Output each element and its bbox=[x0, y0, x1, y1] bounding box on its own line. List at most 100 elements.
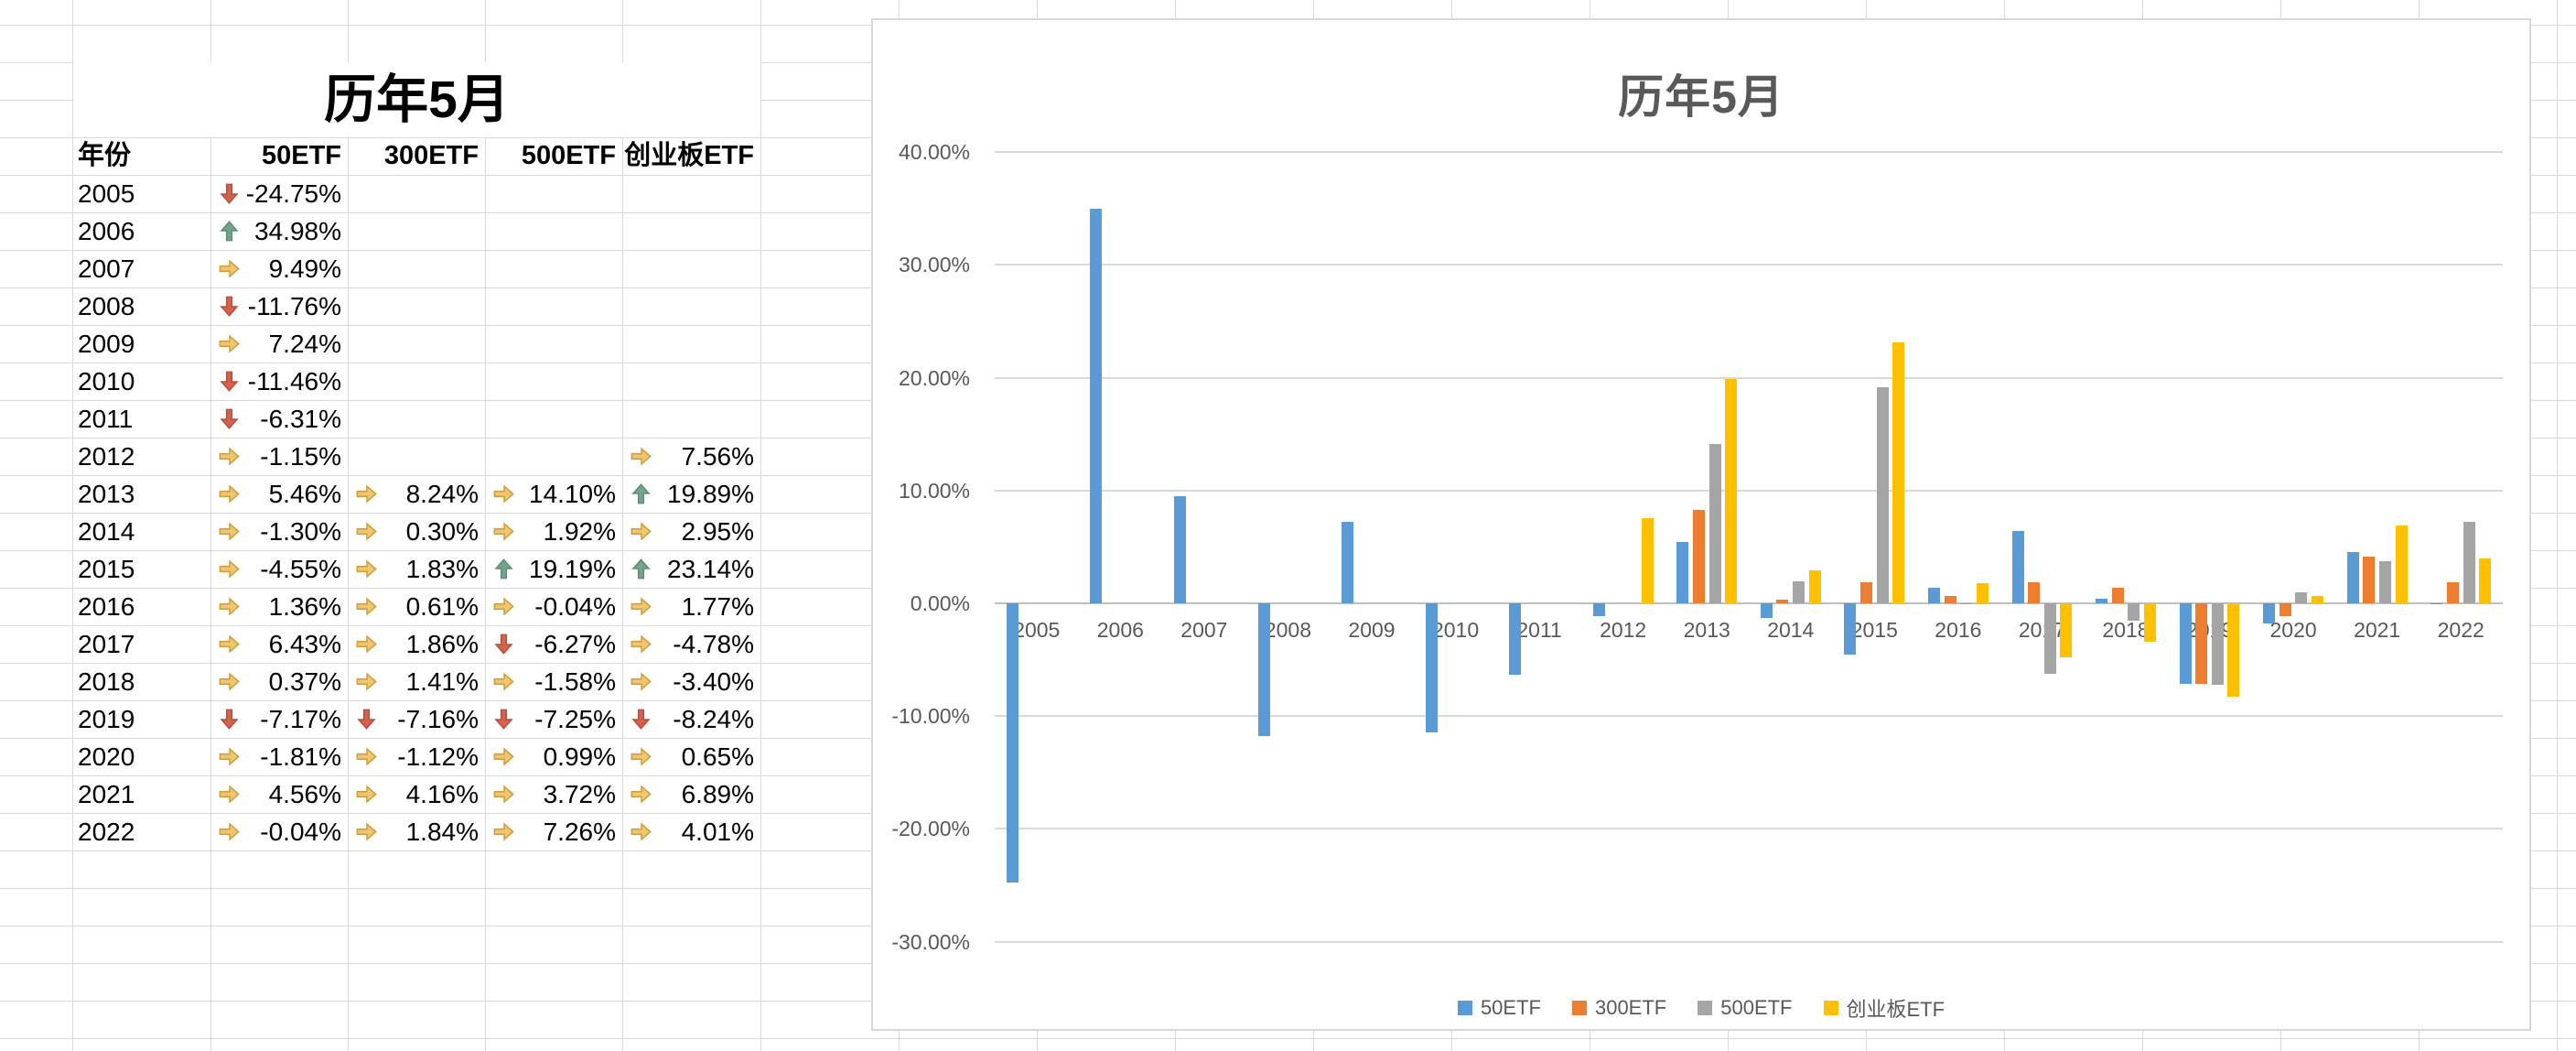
bar-创业板etf-2021[interactable] bbox=[2395, 526, 2408, 603]
value-cell-50etf[interactable]: -24.75% bbox=[210, 175, 348, 212]
value-cell-300etf[interactable]: 8.24% bbox=[348, 475, 485, 513]
value-cell-300etf[interactable]: 4.16% bbox=[348, 775, 485, 813]
bar-50etf-2009[interactable] bbox=[1342, 521, 1354, 603]
year-cell[interactable]: 2014 bbox=[78, 517, 135, 546]
bar-创业板etf-2020[interactable] bbox=[2312, 595, 2323, 603]
value-cell-cyb-etf[interactable]: 23.14% bbox=[622, 550, 760, 588]
bar-300etf-2019[interactable] bbox=[2195, 603, 2208, 685]
bar-500etf-2018[interactable] bbox=[2128, 603, 2140, 622]
header-300etf[interactable]: 300ETF bbox=[383, 141, 479, 170]
value-cell-50etf[interactable]: 6.43% bbox=[210, 625, 348, 663]
bar-创业板etf-2015[interactable] bbox=[1892, 341, 1905, 603]
bar-500etf-2015[interactable] bbox=[1876, 386, 1889, 603]
value-cell-300etf[interactable]: -1.12% bbox=[348, 738, 485, 775]
bar-500etf-2022[interactable] bbox=[2463, 521, 2475, 603]
value-cell-500etf[interactable]: -0.04% bbox=[485, 588, 622, 625]
bar-创业板etf-2013[interactable] bbox=[1725, 378, 1738, 603]
header-500etf[interactable]: 500ETF bbox=[521, 141, 616, 170]
year-cell[interactable]: 2021 bbox=[78, 780, 135, 808]
bar-创业板etf-2016[interactable] bbox=[1976, 583, 1989, 603]
chart[interactable]: 历年5月 40.00% 30.00% 20.00% 10.00% 0.00% -10.00… bbox=[871, 18, 2531, 1031]
legend-item-500etf[interactable]: 500ETF bbox=[1698, 996, 1793, 1020]
value-cell-500etf[interactable]: -7.25% bbox=[485, 700, 622, 738]
year-cell[interactable]: 2006 bbox=[78, 217, 135, 245]
year-cell[interactable]: 2018 bbox=[78, 667, 135, 696]
value-cell-50etf[interactable]: 9.49% bbox=[210, 250, 348, 287]
bar-50etf-2022[interactable] bbox=[2430, 603, 2443, 604]
bar-创业板etf-2017[interactable] bbox=[2060, 603, 2073, 657]
bar-300etf-2015[interactable] bbox=[1860, 582, 1873, 603]
value-cell-50etf[interactable]: 1.36% bbox=[210, 588, 348, 625]
bar-300etf-2013[interactable] bbox=[1692, 510, 1705, 603]
bar-300etf-2016[interactable] bbox=[1944, 596, 1956, 603]
value-cell-50etf[interactable]: -6.31% bbox=[210, 400, 348, 438]
year-cell[interactable]: 2005 bbox=[78, 179, 135, 208]
value-cell-cyb-etf[interactable]: -8.24% bbox=[622, 700, 760, 738]
bar-50etf-2010[interactable] bbox=[1425, 603, 1438, 733]
value-cell-500etf[interactable]: 0.99% bbox=[485, 738, 622, 775]
value-cell-50etf[interactable]: 34.98% bbox=[210, 212, 348, 250]
value-cell-500etf[interactable]: -1.58% bbox=[485, 663, 622, 700]
bar-500etf-2021[interactable] bbox=[2378, 561, 2391, 603]
bar-50etf-2018[interactable] bbox=[2096, 599, 2108, 603]
bar-300etf-2014[interactable] bbox=[1776, 600, 1789, 603]
value-cell-cyb-etf[interactable]: 4.01% bbox=[622, 813, 760, 851]
bar-创业板etf-2022[interactable] bbox=[2479, 558, 2492, 603]
value-cell-cyb-etf[interactable]: -4.78% bbox=[622, 625, 760, 663]
year-cell[interactable]: 2008 bbox=[78, 292, 135, 320]
bar-50etf-2016[interactable] bbox=[1927, 588, 1940, 603]
header-50etf[interactable]: 50ETF bbox=[261, 141, 341, 170]
table-title[interactable]: 历年5月 bbox=[73, 62, 760, 137]
value-cell-500etf[interactable]: 14.10% bbox=[485, 475, 622, 513]
year-cell[interactable]: 2022 bbox=[78, 818, 135, 846]
bar-50etf-2014[interactable] bbox=[1760, 603, 1773, 619]
bar-50etf-2008[interactable] bbox=[1257, 603, 1270, 736]
value-cell-50etf[interactable]: -1.30% bbox=[210, 513, 348, 550]
bar-50etf-2015[interactable] bbox=[1844, 603, 1857, 656]
value-cell-cyb-etf[interactable]: 0.65% bbox=[622, 738, 760, 775]
value-cell-300etf[interactable]: -7.16% bbox=[348, 700, 485, 738]
bar-500etf-2019[interactable] bbox=[2211, 603, 2224, 686]
bar-500etf-2014[interactable] bbox=[1793, 581, 1805, 603]
value-cell-50etf[interactable]: -0.04% bbox=[210, 813, 348, 851]
legend-item-创业板etf[interactable]: 创业板ETF bbox=[1823, 993, 1945, 1023]
value-cell-500etf[interactable]: 3.72% bbox=[485, 775, 622, 813]
bar-500etf-2017[interactable] bbox=[2043, 603, 2056, 675]
year-cell[interactable]: 2012 bbox=[78, 442, 135, 471]
value-cell-cyb-etf[interactable]: 1.77% bbox=[622, 588, 760, 625]
value-cell-50etf[interactable]: 0.37% bbox=[210, 663, 348, 700]
bar-300etf-2022[interactable] bbox=[2446, 582, 2459, 603]
header-cyb-etf[interactable]: 创业板ETF bbox=[624, 141, 754, 170]
value-cell-cyb-etf[interactable]: 7.56% bbox=[622, 438, 760, 475]
value-cell-cyb-etf[interactable]: -3.40% bbox=[622, 663, 760, 700]
legend-item-300etf[interactable]: 300ETF bbox=[1571, 996, 1666, 1020]
year-cell[interactable]: 2009 bbox=[78, 330, 135, 358]
year-cell[interactable]: 2017 bbox=[78, 630, 135, 658]
bar-500etf-2013[interactable] bbox=[1708, 444, 1721, 603]
value-cell-50etf[interactable]: -4.55% bbox=[210, 550, 348, 588]
value-cell-300etf[interactable]: 1.83% bbox=[348, 550, 485, 588]
value-cell-50etf[interactable]: 7.24% bbox=[210, 325, 348, 363]
value-cell-cyb-etf[interactable]: 6.89% bbox=[622, 775, 760, 813]
bar-创业板etf-2019[interactable] bbox=[2227, 603, 2240, 697]
year-cell[interactable]: 2011 bbox=[78, 405, 134, 433]
header-year[interactable]: 年份 bbox=[78, 141, 132, 170]
year-cell[interactable]: 2019 bbox=[78, 705, 135, 733]
legend-item-50etf[interactable]: 50ETF bbox=[1457, 996, 1541, 1020]
bar-创业板etf-2014[interactable] bbox=[1808, 569, 1821, 603]
bar-50etf-2011[interactable] bbox=[1509, 603, 1522, 675]
bar-50etf-2021[interactable] bbox=[2346, 551, 2359, 603]
bar-300etf-2018[interactable] bbox=[2111, 587, 2124, 603]
bar-300etf-2021[interactable] bbox=[2363, 556, 2376, 603]
value-cell-300etf[interactable]: 1.84% bbox=[348, 813, 485, 851]
value-cell-300etf[interactable]: 1.41% bbox=[348, 663, 485, 700]
bar-300etf-2017[interactable] bbox=[2028, 582, 2041, 603]
year-cell[interactable]: 2013 bbox=[78, 480, 135, 508]
bar-50etf-2005[interactable] bbox=[1006, 603, 1019, 883]
value-cell-cyb-etf[interactable]: 2.95% bbox=[622, 513, 760, 550]
bar-50etf-2006[interactable] bbox=[1090, 209, 1103, 603]
bar-50etf-2013[interactable] bbox=[1676, 541, 1689, 603]
bar-创业板etf-2018[interactable] bbox=[2143, 603, 2156, 642]
bar-500etf-2016[interactable] bbox=[1960, 603, 1973, 604]
value-cell-50etf[interactable]: -1.15% bbox=[210, 438, 348, 475]
